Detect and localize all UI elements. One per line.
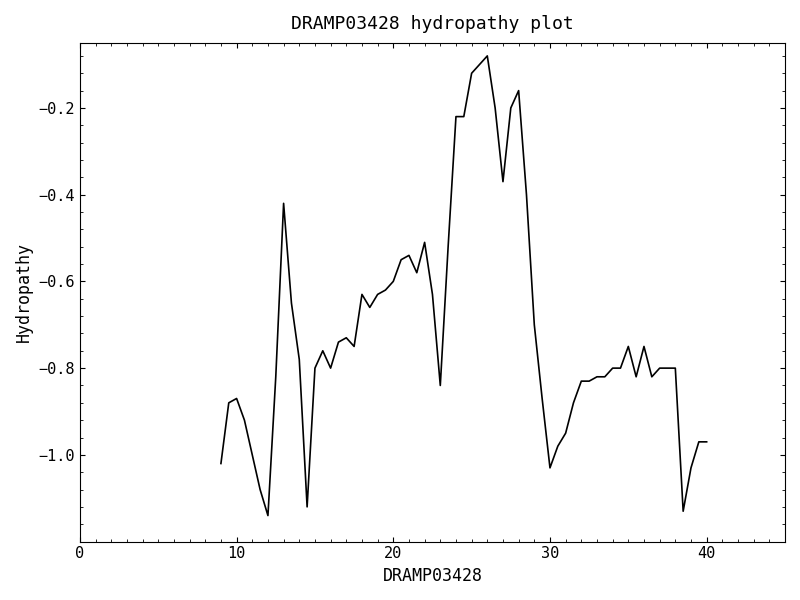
Y-axis label: Hydropathy: Hydropathy: [15, 242, 33, 342]
X-axis label: DRAMP03428: DRAMP03428: [382, 567, 482, 585]
Title: DRAMP03428 hydropathy plot: DRAMP03428 hydropathy plot: [291, 15, 574, 33]
